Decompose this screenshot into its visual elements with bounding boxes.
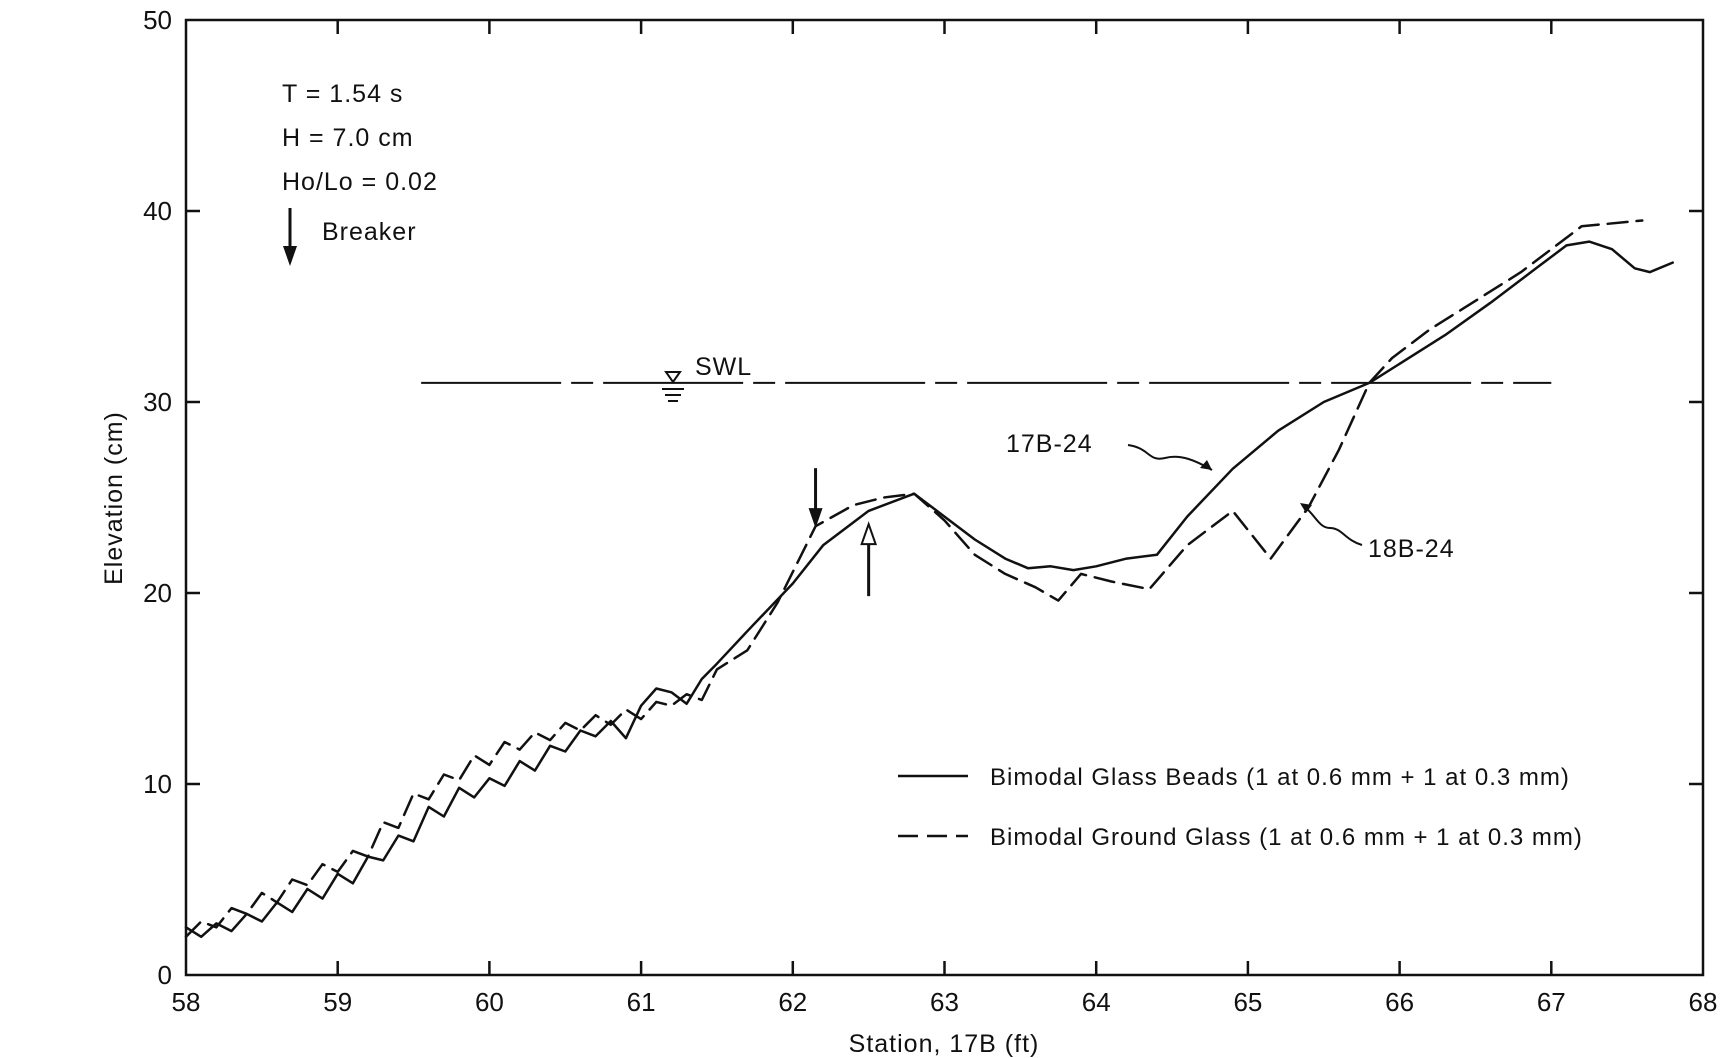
water-level-icon bbox=[662, 371, 684, 402]
curve-label-ground-glass: 18B-24 bbox=[1368, 535, 1455, 563]
x-tick-label: 61 bbox=[627, 987, 656, 1017]
x-tick-label: 59 bbox=[323, 987, 352, 1017]
condition-period: T = 1.54 s bbox=[282, 80, 403, 108]
condition-steepness: Ho/Lo = 0.02 bbox=[282, 168, 438, 196]
x-tick-labels: 58 59 60 61 62 63 64 65 66 67 68 bbox=[172, 987, 1718, 1017]
breaker-arrow-up-icon bbox=[860, 521, 878, 546]
legend: Bimodal Glass Beads (1 at 0.6 mm + 1 at … bbox=[898, 764, 1583, 851]
x-tick-label: 64 bbox=[1082, 987, 1111, 1017]
curve-label-glass-beads: 17B-24 bbox=[1006, 430, 1093, 458]
y-tick-label: 20 bbox=[143, 578, 172, 608]
series-line-ground-glass bbox=[184, 219, 1644, 939]
y-tick-label: 50 bbox=[143, 5, 172, 35]
x-axis-label: Station, 17B (ft) bbox=[849, 1030, 1040, 1058]
curve-label-ground-glass-leader bbox=[1301, 504, 1363, 546]
curve-label-glass-beads-leader bbox=[1127, 444, 1213, 471]
y-tick-label: 0 bbox=[158, 960, 172, 990]
x-tick-label: 63 bbox=[930, 987, 959, 1017]
curve-label-ground-glass-arrowhead bbox=[1300, 503, 1312, 513]
y-tick-label: 10 bbox=[143, 769, 172, 799]
legend-label-glass-beads: Bimodal Glass Beads (1 at 0.6 mm + 1 at … bbox=[990, 764, 1570, 791]
series-layer bbox=[184, 219, 1674, 939]
x-tick-label: 58 bbox=[172, 987, 201, 1017]
y-tick-label: 30 bbox=[143, 387, 172, 417]
series-line-glass-beads bbox=[184, 240, 1674, 939]
breaker-legend-arrow-icon bbox=[283, 208, 297, 266]
x-tick-label: 66 bbox=[1385, 987, 1414, 1017]
x-tick-label: 62 bbox=[778, 987, 807, 1017]
curve-label-glass-beads-arrowhead bbox=[1200, 460, 1212, 470]
y-tick-labels: 0 10 20 30 40 50 bbox=[143, 5, 172, 990]
y-axis-label: Elevation (cm) bbox=[100, 411, 128, 585]
breaker-marks bbox=[808, 468, 878, 597]
breaker-arrow-down-icon bbox=[808, 508, 823, 529]
x-tick-label: 68 bbox=[1689, 987, 1718, 1017]
swl-label: SWL bbox=[695, 353, 752, 381]
y-tick-label: 40 bbox=[143, 196, 172, 226]
x-tick-label: 65 bbox=[1233, 987, 1262, 1017]
x-tick-label: 60 bbox=[475, 987, 504, 1017]
condition-wave-height: H = 7.0 cm bbox=[282, 124, 414, 152]
x-tick-label: 67 bbox=[1537, 987, 1566, 1017]
breaker-label: Breaker bbox=[322, 218, 417, 246]
axis-ticks bbox=[186, 20, 1703, 975]
legend-label-ground-glass: Bimodal Ground Glass (1 at 0.6 mm + 1 at… bbox=[990, 824, 1583, 851]
